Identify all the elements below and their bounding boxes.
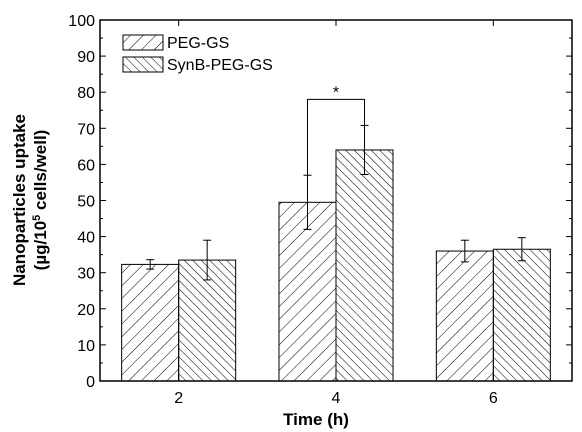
x-tick-label-2: 2 [174, 390, 183, 407]
bar-synb-peg-gs-6 [492, 248, 551, 382]
y-tick-label-50: 50 [77, 194, 95, 211]
bar-synb-peg-gs-4 [335, 149, 394, 382]
legend-label-peg-gs: PEG-GS [167, 35, 229, 52]
bar-peg-gs-6 [435, 250, 494, 382]
bar-peg-gs-2 [121, 263, 180, 382]
y-axis-title-line2-suffix: cells/well) [31, 130, 50, 215]
y-tick-label-60: 60 [77, 157, 95, 174]
y-tick-label-100: 100 [68, 13, 95, 30]
legend-swatch-peg-gs [122, 34, 164, 51]
y-tick-label-80: 80 [77, 85, 95, 102]
y-tick-label-0: 0 [86, 374, 95, 391]
y-tick-label-10: 10 [77, 338, 95, 355]
significance-bracket [307, 98, 365, 176]
legend-swatch-synb-peg-gs [122, 56, 164, 73]
y-tick-label-40: 40 [77, 230, 95, 247]
y-axis-title-line1: Nanoparticles uptake [10, 114, 29, 286]
y-tick-label-90: 90 [77, 49, 95, 66]
legend-label-synb-peg-gs: SynB-PEG-GS [167, 57, 273, 74]
significance-marker: * [333, 84, 339, 101]
y-axis-title-line2-sup: 5 [31, 215, 43, 221]
y-axis-title-line2-prefix: (µg/10 [31, 221, 50, 270]
x-axis-title: Time (h) [283, 410, 349, 429]
x-tick-label-6: 6 [489, 390, 498, 407]
y-tick-label-70: 70 [77, 121, 95, 138]
legend: PEG-GS SynB-PEG-GS [122, 34, 273, 74]
y-tick-label-20: 20 [77, 302, 95, 319]
y-tick-label-30: 30 [77, 266, 95, 283]
y-axis-title-line2: (µg/105 cells/well) [31, 130, 50, 271]
x-tick-label-4: 4 [332, 390, 341, 407]
bar-peg-gs-4 [278, 201, 337, 382]
